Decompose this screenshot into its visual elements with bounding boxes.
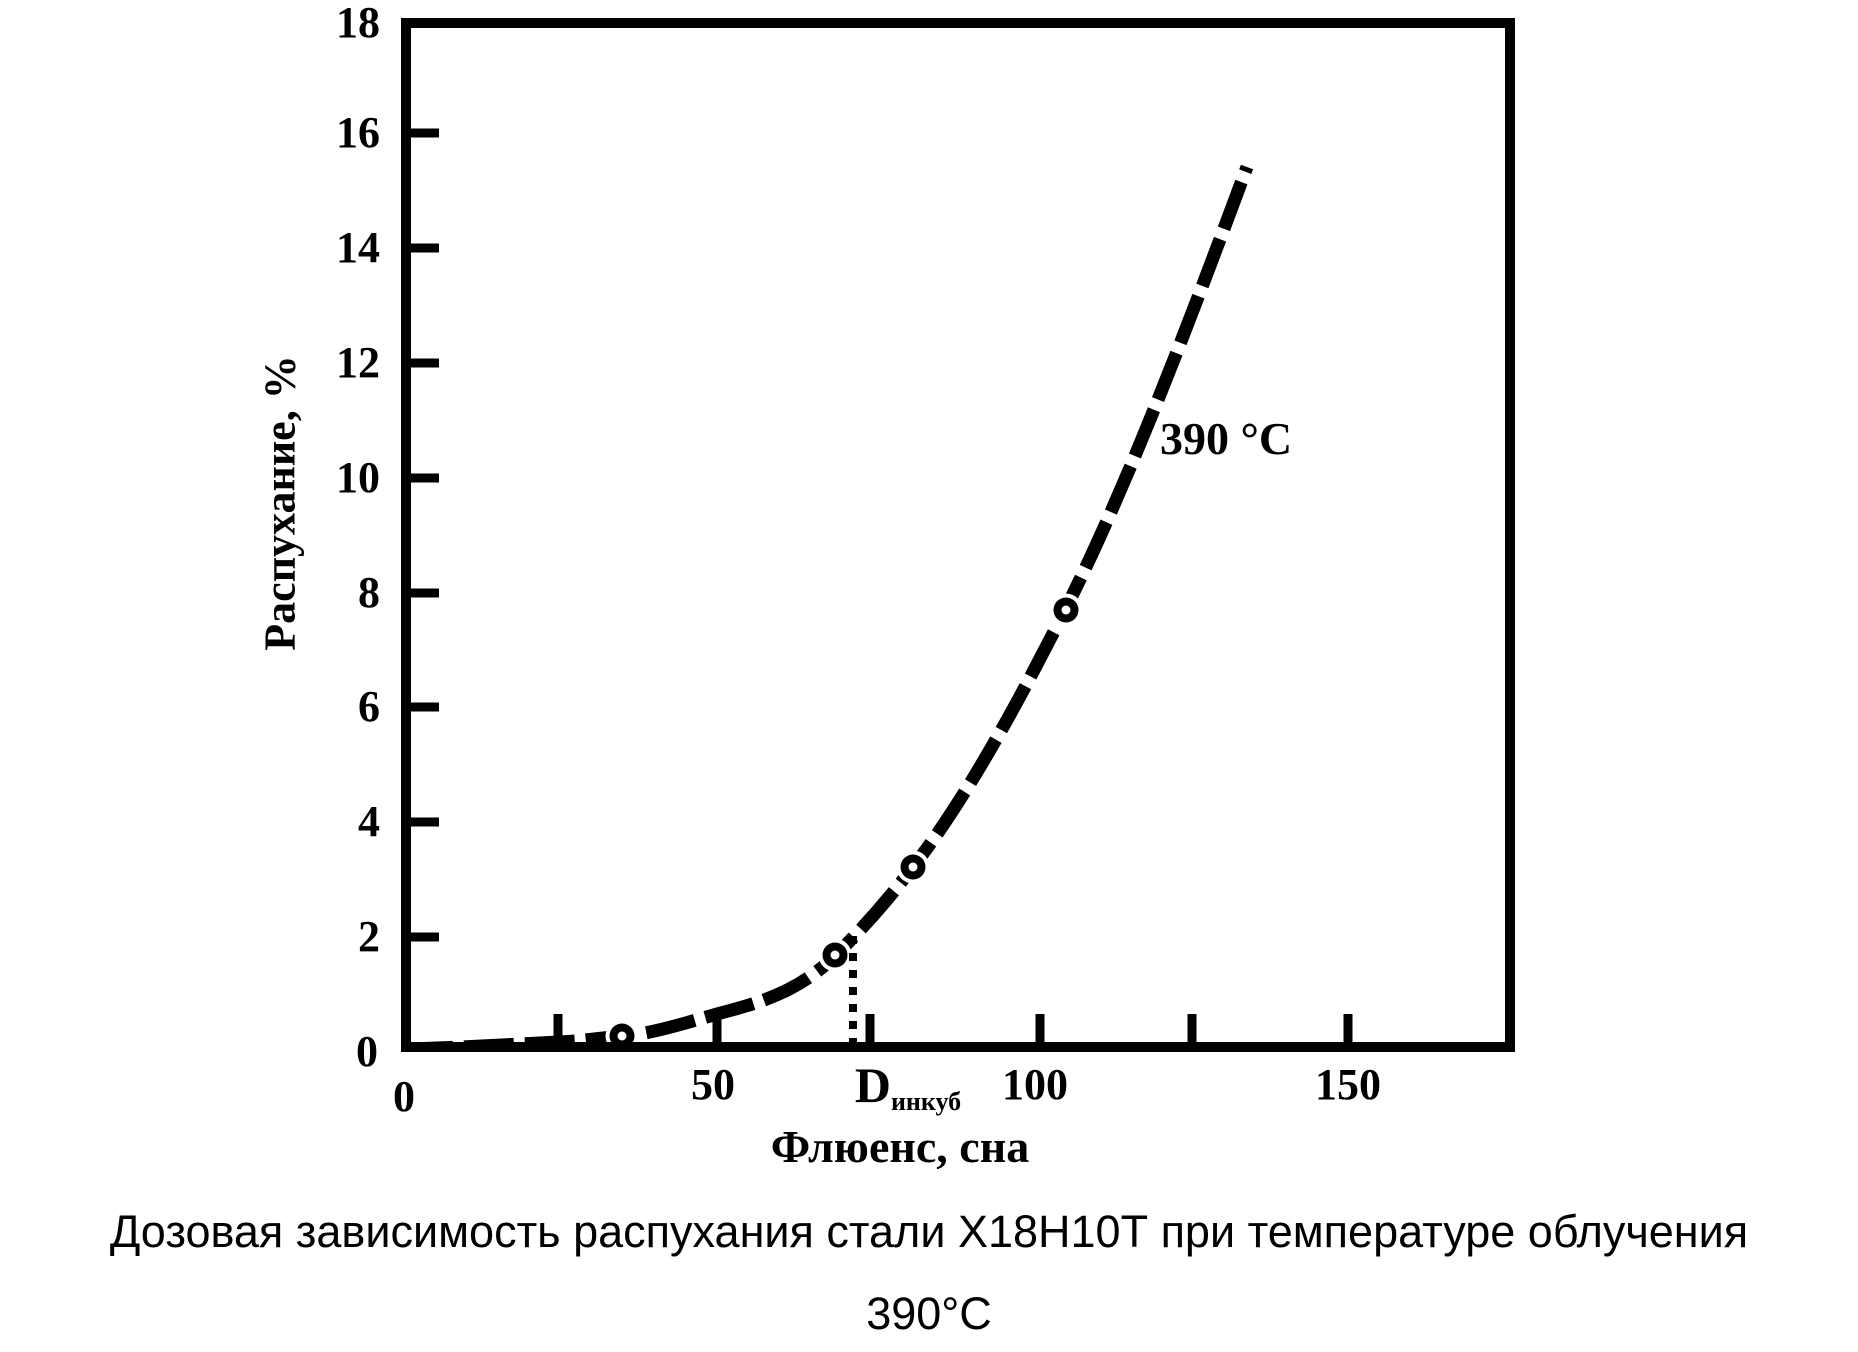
plot-border	[401, 18, 1515, 1052]
y-tick-label-16: 16	[336, 108, 380, 157]
y-tick-label-14: 14	[336, 223, 380, 272]
data-point-marker-2	[818, 938, 852, 972]
x-axis-title: Флюенс, сна	[770, 1121, 1030, 1172]
y-axis-title: Распухание, %	[255, 355, 305, 651]
y-tick-label-12: 12	[336, 338, 380, 387]
x-tick-label-50: 50	[691, 1060, 735, 1109]
y-axis-ticks	[411, 128, 439, 942]
curve-temperature-label: 390 °С	[1160, 413, 1293, 464]
y-tick-label-4: 4	[358, 797, 380, 846]
y-tick-label-10: 10	[336, 453, 380, 502]
figure-caption-line2: 390°С	[866, 1288, 992, 1339]
y-tick-label-6: 6	[358, 682, 380, 731]
x-tick-label-0: 0	[393, 1072, 415, 1121]
incubation-dose-symbol: D	[854, 1057, 891, 1113]
incubation-dose-subscript: инкуб	[890, 1087, 962, 1116]
plot-area	[401, 18, 1515, 1052]
x-tick-label-150: 150	[1315, 1060, 1381, 1109]
y-tick-label-8: 8	[358, 568, 380, 617]
y-tick-label-0: 0	[356, 1027, 378, 1076]
y-tick-label-18: 18	[336, 0, 380, 47]
data-point-marker-4	[1049, 593, 1083, 627]
x-tick-label-100: 100	[1002, 1060, 1068, 1109]
figure-caption-line1: Дозовая зависимость распухания стали Х18…	[109, 1206, 1749, 1257]
swelling-curve-390c	[402, 164, 1254, 1052]
data-point-marker-3	[896, 850, 930, 884]
incubation-dose-label: Dинкуб	[788, 1060, 1028, 1116]
y-tick-label-2: 2	[358, 912, 380, 961]
x-axis-ticks	[553, 1014, 1353, 1042]
